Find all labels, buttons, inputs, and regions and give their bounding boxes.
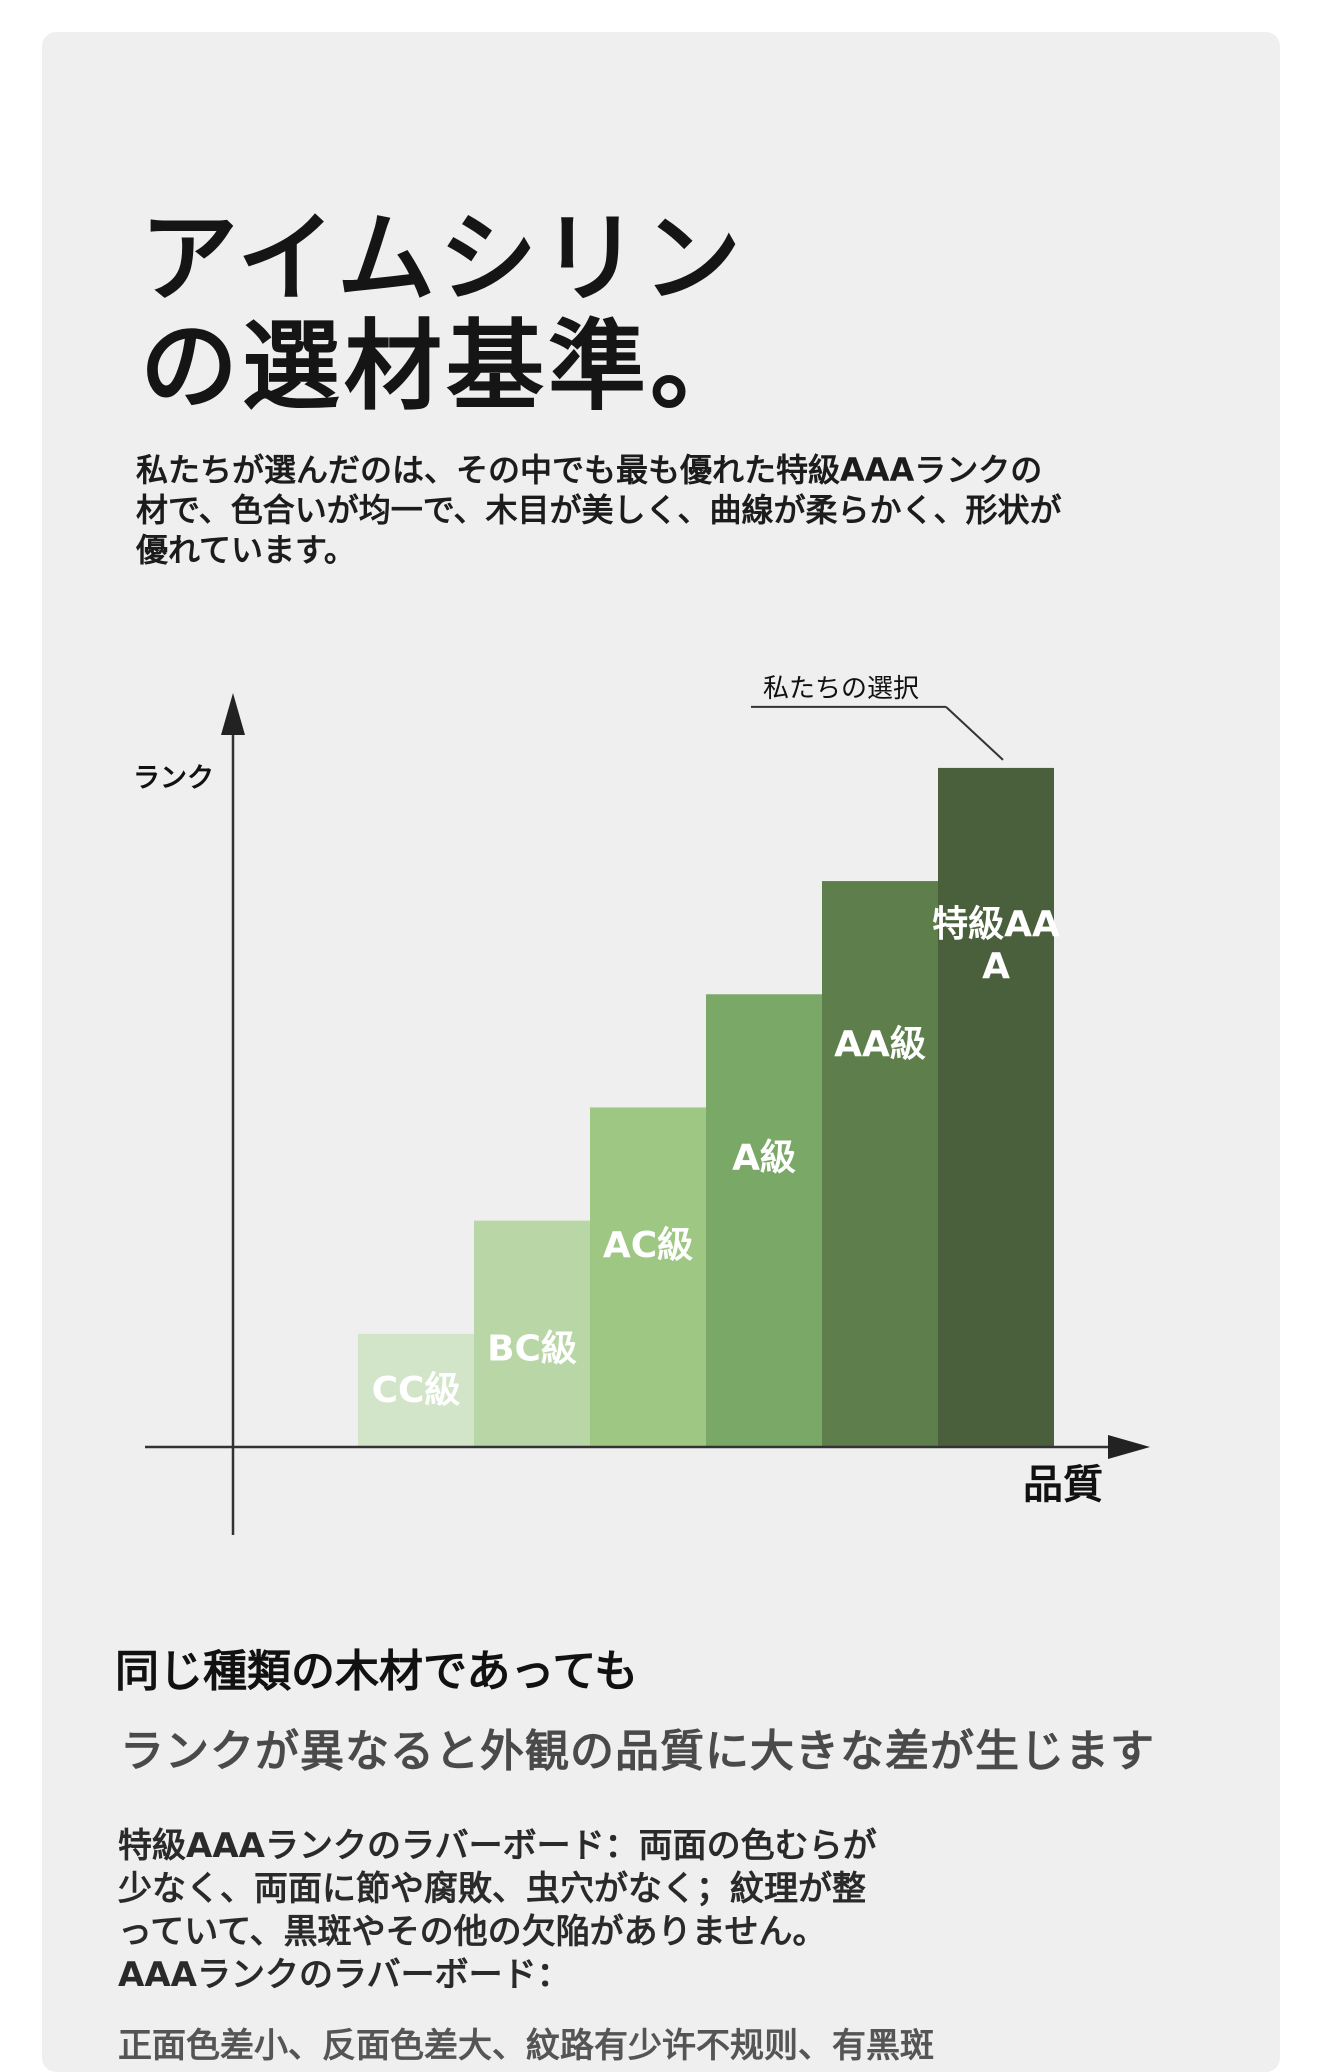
content-card [42, 32, 1280, 2072]
bar-label-6: 特級AA A [932, 904, 1060, 987]
title-line-2: の選材基準。 [140, 310, 753, 424]
section-body-cutoff: 正面色差小、反面色差大、紋路有少许不规则、有黑斑 [118, 2026, 934, 2066]
annotation-text: 私たちの選択 [763, 674, 919, 704]
title-line-1: アイムシリン [140, 202, 746, 316]
bar-5 [822, 881, 938, 1447]
bar-label-5: AA級 [834, 1024, 926, 1065]
x-axis-arrow-icon [1108, 1435, 1150, 1459]
bar-label-4: A級 [732, 1137, 796, 1178]
bar-label-2: BC級 [487, 1329, 577, 1370]
intro-paragraph: 私たちが選んだのは、その中でも最も優れた特級AAAランクの材で、色合いが均一で、… [136, 451, 1062, 569]
section-subtitle: 同じ種類の木材であっても [115, 1646, 639, 1697]
page-title: アイムシリン の選材基準。 [140, 205, 840, 421]
x-axis-label: 品質 [1023, 1462, 1103, 1508]
y-axis-label: ランク [133, 763, 214, 794]
bar-3 [590, 1107, 706, 1447]
annotation-leader-line [945, 706, 1004, 761]
bar-label-3: AC級 [603, 1225, 693, 1266]
bar-label-1: CC級 [372, 1370, 461, 1411]
bar-6 [938, 767, 1054, 1447]
bar-4 [706, 994, 822, 1447]
bar-1 [358, 1333, 474, 1447]
chart-annotation: 私たちの選択 [751, 674, 1004, 761]
section-subtitle-secondary: ランクが異なると外観の品質に大きな差が生じます [120, 1726, 1155, 1777]
section-body: 特級AAAランクのラバーボード：両面の色むらが少なく、両面に節や腐敗、虫穴がなく… [118, 1826, 877, 1995]
y-axis-arrow-icon [221, 693, 245, 735]
bar-2 [474, 1220, 590, 1447]
chart-bars [358, 767, 1054, 1447]
